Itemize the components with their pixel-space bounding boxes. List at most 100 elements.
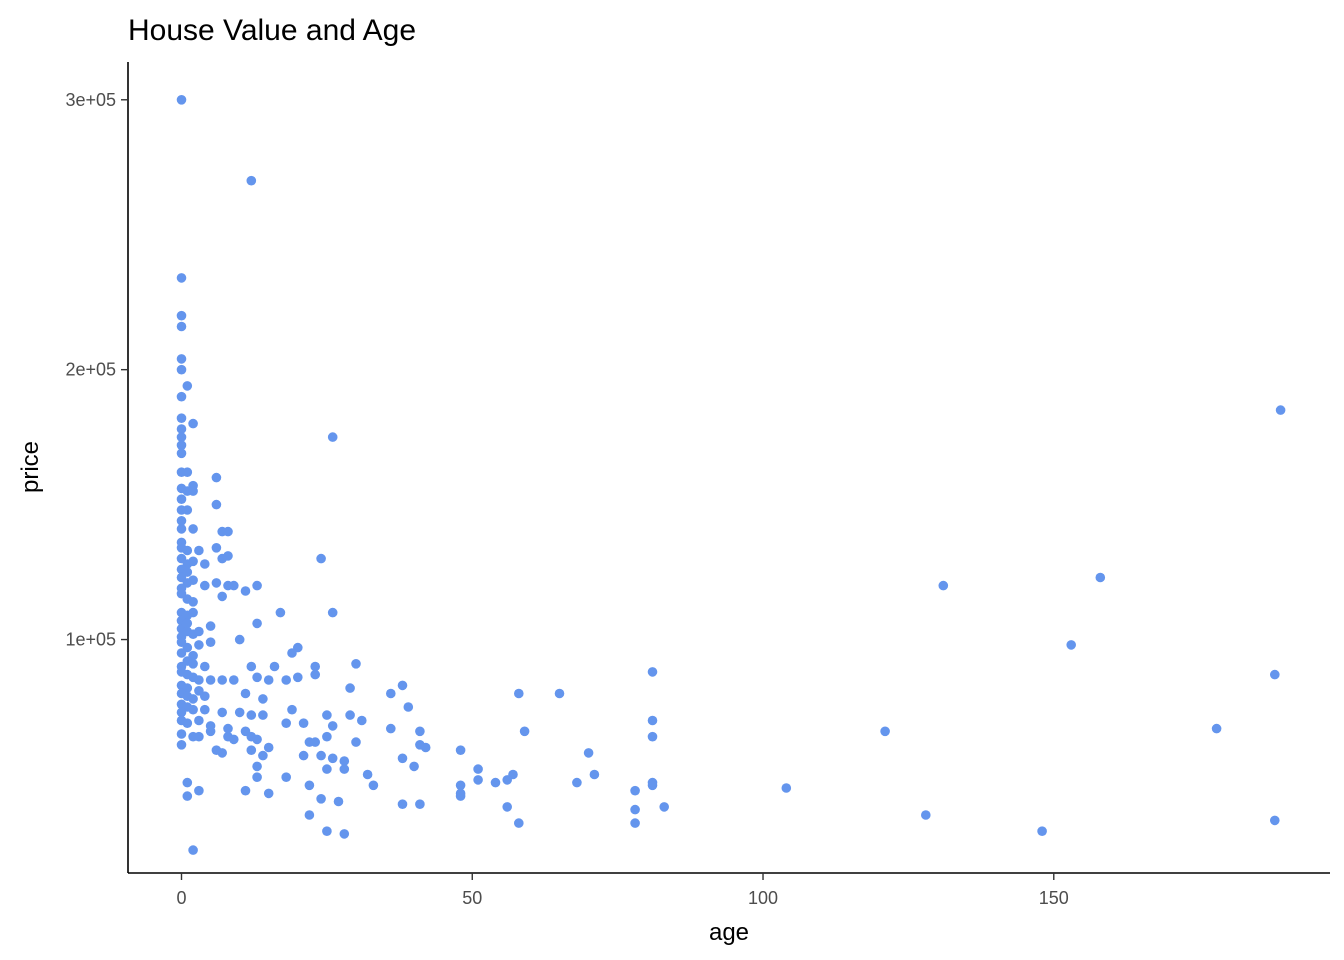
data-point-202 xyxy=(630,785,640,796)
data-point-132 xyxy=(194,715,204,726)
data-point-42 xyxy=(217,553,227,564)
data-point-10 xyxy=(188,418,198,429)
data-point-7 xyxy=(182,381,193,391)
data-point-110 xyxy=(240,688,251,699)
data-point-114 xyxy=(514,688,524,699)
data-point-159 xyxy=(420,742,431,753)
x-tick-label: 100 xyxy=(748,888,778,908)
data-point-177 xyxy=(339,764,350,774)
data-point-167 xyxy=(298,750,309,761)
data-point-111 xyxy=(258,694,268,704)
data-point-171 xyxy=(397,753,408,764)
data-point-24 xyxy=(211,499,222,510)
data-point-124 xyxy=(234,707,245,718)
data-point-221 xyxy=(1066,640,1076,650)
data-point-155 xyxy=(310,737,321,747)
data-point-23 xyxy=(176,494,187,505)
data-point-184 xyxy=(252,772,262,782)
data-point-140 xyxy=(357,715,367,726)
data-point-86 xyxy=(200,661,210,672)
data-point-153 xyxy=(263,742,274,753)
data-point-188 xyxy=(572,777,582,788)
data-point-176 xyxy=(322,764,332,774)
data-point-150 xyxy=(229,734,239,745)
y-tick-label: 2e+05 xyxy=(65,360,116,380)
data-point-58 xyxy=(217,591,227,602)
data-point-90 xyxy=(351,659,361,669)
data-point-41 xyxy=(200,559,210,569)
data-point-87 xyxy=(246,661,257,672)
data-point-173 xyxy=(583,748,594,758)
data-point-53 xyxy=(229,580,239,591)
data-point-198 xyxy=(263,788,274,799)
data-point-165 xyxy=(246,745,257,755)
data-point-1 xyxy=(246,175,257,186)
data-point-11 xyxy=(176,424,187,434)
data-point-136 xyxy=(281,718,292,728)
data-point-162 xyxy=(176,740,187,750)
data-point-67 xyxy=(205,621,216,631)
data-point-4 xyxy=(176,321,187,332)
data-point-89 xyxy=(310,661,321,672)
data-point-145 xyxy=(176,729,187,739)
data-point-101 xyxy=(293,672,303,683)
data-point-55 xyxy=(240,586,251,596)
data-point-13 xyxy=(176,440,187,451)
data-point-80 xyxy=(287,648,297,658)
data-point-12 xyxy=(176,432,187,442)
data-point-157 xyxy=(351,737,361,747)
data-point-220 xyxy=(1095,572,1106,583)
data-point-100 xyxy=(281,675,292,685)
data-point-131 xyxy=(182,718,193,728)
data-point-194 xyxy=(647,780,658,791)
data-point-102 xyxy=(310,669,321,680)
data-point-161 xyxy=(880,726,890,737)
data-point-59 xyxy=(188,597,198,607)
data-point-190 xyxy=(304,780,315,791)
data-point-172 xyxy=(455,745,466,755)
data-point-216 xyxy=(339,829,350,839)
data-point-164 xyxy=(217,748,227,758)
data-point-54 xyxy=(252,580,262,591)
data-point-204 xyxy=(316,794,326,804)
data-point-117 xyxy=(345,683,355,693)
data-point-128 xyxy=(322,710,332,720)
data-point-113 xyxy=(386,688,396,699)
data-point-206 xyxy=(397,799,408,809)
data-point-222 xyxy=(1270,669,1280,680)
data-point-205 xyxy=(333,796,344,807)
data-point-17 xyxy=(182,467,193,478)
x-tick-label: 50 xyxy=(462,888,482,908)
data-point-74 xyxy=(234,634,245,645)
data-point-126 xyxy=(258,710,268,720)
data-point-185 xyxy=(490,777,501,788)
data-point-186 xyxy=(502,775,512,785)
data-point-174 xyxy=(1211,723,1222,734)
y-axis-ticks: 1e+05 2e+05 3e+05 xyxy=(65,90,128,650)
data-point-85 xyxy=(188,659,198,669)
data-point-27 xyxy=(176,516,187,526)
data-point-78 xyxy=(205,637,216,647)
data-point-62 xyxy=(188,607,198,618)
data-point-181 xyxy=(362,769,373,780)
data-point-43 xyxy=(316,553,326,564)
x-tick-label: 150 xyxy=(1039,888,1069,908)
data-point-98 xyxy=(252,672,262,683)
data-point-189 xyxy=(182,777,193,788)
y-tick-label: 3e+05 xyxy=(65,90,116,110)
data-point-99 xyxy=(263,675,274,685)
data-point-201 xyxy=(455,788,466,799)
data-point-191 xyxy=(368,780,379,791)
data-point-2 xyxy=(176,273,187,283)
data-point-116 xyxy=(647,667,658,677)
data-point-211 xyxy=(630,818,640,828)
data-point-14 xyxy=(176,448,187,459)
data-point-129 xyxy=(403,702,414,712)
data-point-160 xyxy=(647,731,658,742)
data-point-108 xyxy=(188,694,198,704)
data-point-36 xyxy=(211,543,222,553)
data-point-94 xyxy=(194,675,204,685)
data-point-15 xyxy=(327,432,338,442)
data-point-96 xyxy=(217,675,227,685)
